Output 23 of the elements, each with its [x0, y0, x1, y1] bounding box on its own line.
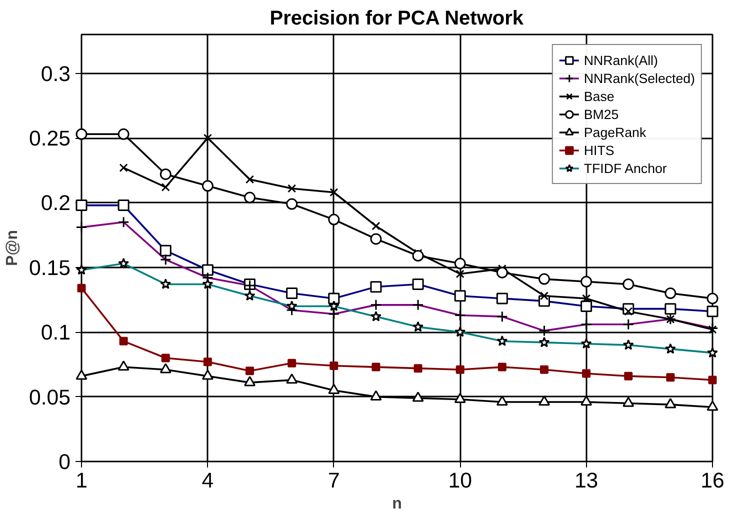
- y-tick-label: 0.2: [40, 191, 71, 216]
- y-tick-label: 0.1: [40, 320, 71, 345]
- x-tick-label: 1: [76, 468, 88, 492]
- legend-label: Base: [584, 88, 614, 105]
- legend-label: HITS: [584, 142, 614, 159]
- x-tick-label: 16: [700, 468, 724, 492]
- y-tick-label: 0.15: [28, 256, 71, 280]
- y-tick-label: 0.05: [28, 385, 71, 410]
- y-tick-label: 0: [58, 450, 71, 474]
- legend-label: TFIDF Anchor: [584, 160, 667, 177]
- legend-label: PageRank: [584, 124, 646, 141]
- x-axis-title: n: [392, 496, 402, 512]
- x-tick-label: 10: [448, 468, 472, 492]
- chart-title: Precision for PCA Network: [270, 8, 524, 30]
- y-tick-label: 0.3: [40, 62, 71, 86]
- x-tick-label: 4: [202, 468, 214, 492]
- legend-label: NNRank(All): [584, 52, 658, 69]
- legend-label: NNRank(Selected): [584, 70, 695, 87]
- y-axis-title: P@n: [4, 230, 21, 266]
- y-tick-label: 0.25: [28, 126, 71, 151]
- x-tick-label: 13: [574, 468, 598, 492]
- x-tick-label: 7: [328, 468, 340, 492]
- legend-label: BM25: [584, 106, 619, 123]
